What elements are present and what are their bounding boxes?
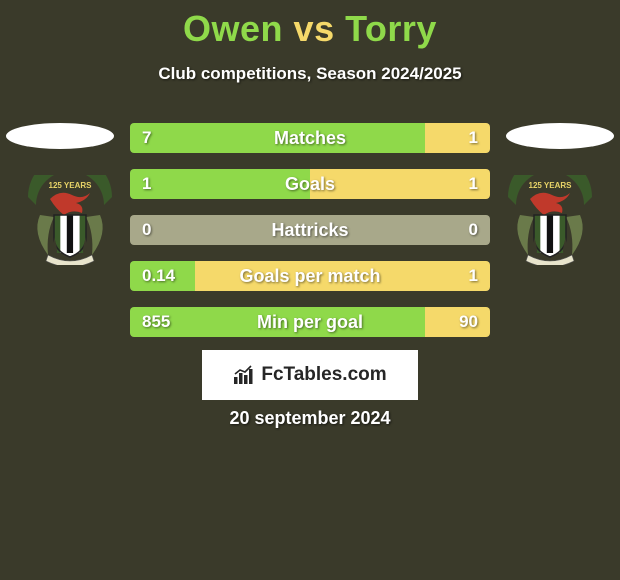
stat-row: Hattricks0 0 (130, 215, 490, 245)
stat-value-left: 0 (130, 215, 163, 245)
stat-value-right: 0 (457, 215, 490, 245)
stat-value-left: 0.14 (130, 261, 187, 291)
title-vs: vs (283, 8, 345, 49)
stat-label: Min per goal (130, 307, 490, 337)
club-crest-left: 125 YEARS (20, 175, 120, 265)
brand-box[interactable]: FcTables.com (202, 350, 418, 400)
stat-row: Matches7 1 (130, 123, 490, 153)
stat-label: Goals (130, 169, 490, 199)
chart-icon (233, 365, 255, 385)
brand-text: FcTables.com (261, 364, 386, 386)
stat-value-right: 90 (447, 307, 490, 337)
svg-text:125 YEARS: 125 YEARS (529, 181, 573, 190)
stat-row: Goals per match0.141 (130, 261, 490, 291)
subtitle: Club competitions, Season 2024/2025 (0, 64, 620, 84)
stat-value-right: 1 (457, 169, 490, 199)
stat-label: Hattricks (130, 215, 490, 245)
stat-row: Min per goal855 90 (130, 307, 490, 337)
title-player-right: Torry (345, 8, 437, 49)
date: 20 september 2024 (0, 408, 620, 429)
stat-value-left: 7 (130, 123, 163, 153)
title-player-left: Owen (183, 8, 283, 49)
stat-value-left: 855 (130, 307, 182, 337)
club-crest-right: 125 YEARS (500, 175, 600, 265)
svg-text:125 YEARS: 125 YEARS (49, 181, 93, 190)
page-title: Owen vs Torry (0, 0, 620, 50)
stat-value-right: 1 (457, 261, 490, 291)
stat-label: Matches (130, 123, 490, 153)
stat-value-left: 1 (130, 169, 163, 199)
stat-value-right: 1 (457, 123, 490, 153)
stat-row: Goals1 1 (130, 169, 490, 199)
player-photo-right-placeholder (506, 123, 614, 149)
stats-bars: Matches71Goals11Hattricks00Goals per mat… (130, 123, 490, 353)
player-photo-left-placeholder (6, 123, 114, 149)
